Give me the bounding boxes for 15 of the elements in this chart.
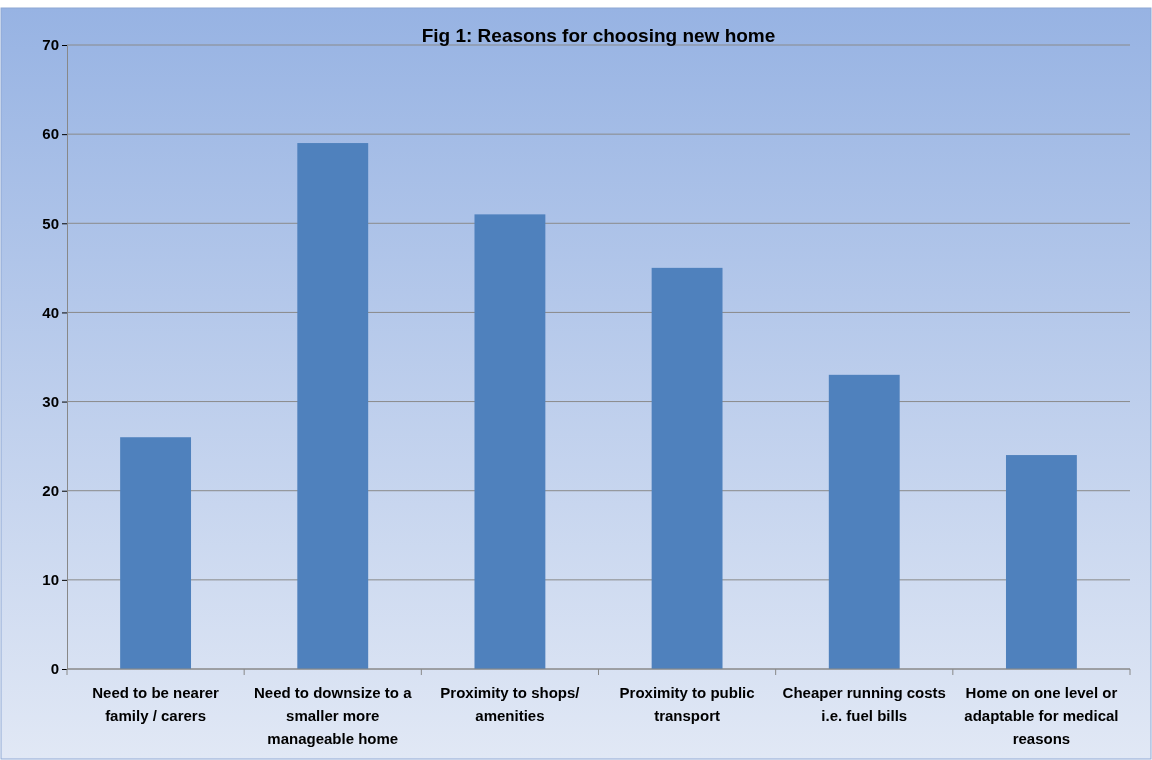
y-tick-label: 40 — [42, 303, 59, 321]
x-tick-label: Proximity to shops/ amenities — [440, 684, 581, 724]
y-tick-label: 60 — [42, 125, 59, 143]
chart-title: Fig 1: Reasons for choosing new home — [421, 25, 776, 46]
x-tick-label: Home on one level or adaptable for medical reasons — [964, 684, 1119, 747]
y-tick-label: 50 — [42, 214, 59, 232]
y-tick-label: 20 — [42, 482, 59, 500]
x-tick-label: Cheaper running costs i.e. fuel bills — [782, 684, 946, 724]
y-tick-label: 10 — [42, 571, 59, 589]
y-tick-label: 0 — [50, 660, 59, 678]
x-tick-label: Proximity to public transport — [619, 684, 755, 724]
y-tick-label: 70 — [42, 36, 59, 54]
y-tick-label: 30 — [42, 392, 59, 410]
x-tick-label: Need to be nearer family / carers — [92, 684, 220, 724]
x-tick-label: Need to downsize to a smaller more manageable home — [253, 684, 413, 747]
